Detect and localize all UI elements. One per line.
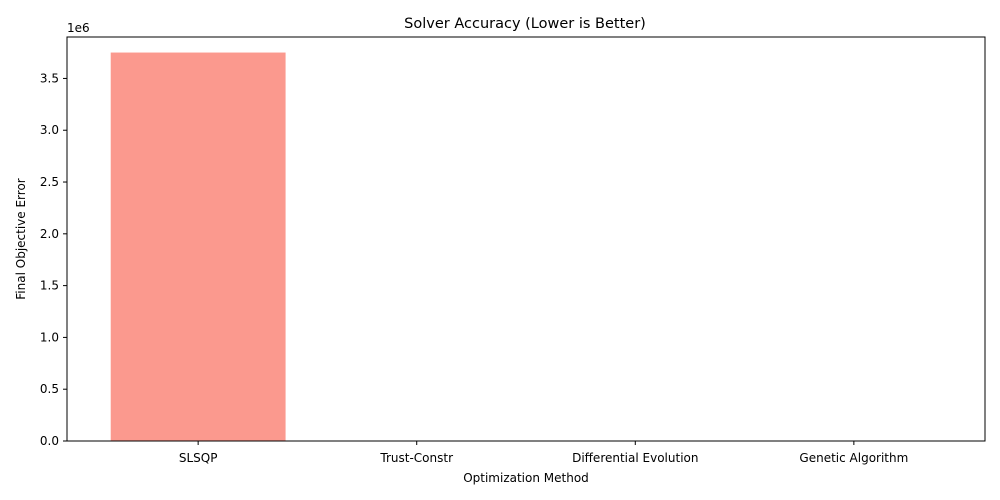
y-tick-label: 0.5 [40, 382, 59, 396]
y-tick-label: 1.5 [40, 279, 59, 293]
bar-slsqp [110, 52, 286, 442]
y-tick-label: 3.5 [40, 71, 59, 85]
x-tick-label: Differential Evolution [572, 451, 698, 465]
x-axis-label: Optimization Method [463, 471, 589, 485]
y-tick-label: 2.0 [40, 227, 59, 241]
chart-title: Solver Accuracy (Lower is Better) [404, 16, 646, 32]
x-tick-label: SLSQP [179, 451, 218, 465]
x-tick-label: Trust-Constr [379, 451, 453, 465]
plot-frame [66, 36, 986, 442]
y-offset-label: 1e6 [67, 21, 90, 35]
y-tick-label: 3.0 [40, 123, 59, 137]
y-tick-label: 0.0 [40, 434, 59, 448]
y-tick-label: 1.0 [40, 330, 59, 344]
y-tick-label: 2.5 [40, 175, 59, 189]
x-tick-label: Genetic Algorithm [799, 451, 908, 465]
y-axis-label: Final Objective Error [14, 178, 28, 300]
